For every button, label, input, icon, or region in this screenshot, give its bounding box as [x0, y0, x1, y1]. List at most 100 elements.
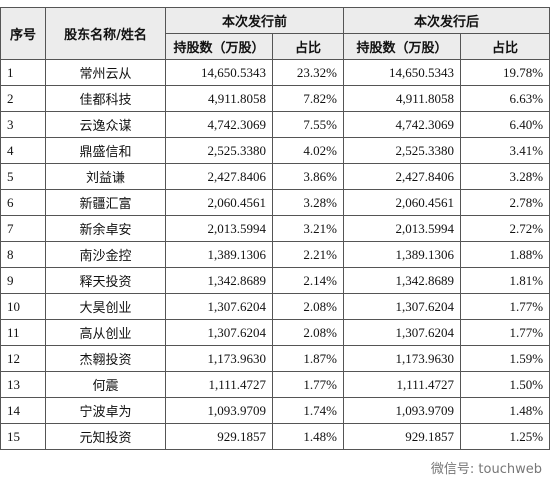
table-cell: 10	[0, 293, 46, 320]
table-cell: 2.21%	[271, 241, 345, 268]
table-cell: 14,650.5343	[165, 59, 273, 86]
table-row: 9 释天投资 1,342.8689 2.14% 1,342.8689 1.81%	[0, 267, 550, 294]
table-cell: 元知投资	[45, 423, 166, 450]
table-cell: 3.41%	[460, 137, 550, 164]
table-cell: 4,742.3069	[343, 111, 462, 138]
table-cell: 1.77%	[271, 371, 345, 398]
table-cell: 6.40%	[460, 111, 550, 138]
table-cell: 宁波卓为	[45, 397, 166, 424]
table-cell: 新余卓安	[45, 215, 166, 242]
table-cell: 7	[0, 215, 46, 242]
table-row: 15 元知投资 929.1857 1.48% 929.1857 1.25%	[0, 423, 550, 450]
table-cell: 1,173.9630	[165, 345, 273, 372]
table-cell: 11	[0, 319, 46, 346]
table-cell: 1.25%	[460, 423, 550, 450]
table-cell: 鼎盛信和	[45, 137, 166, 164]
table-row: 11 高从创业 1,307.6204 2.08% 1,307.6204 1.77%	[0, 319, 550, 346]
table-cell: 1,111.4727	[165, 371, 273, 398]
table-cell: 杰翱投资	[45, 345, 166, 372]
table-cell: 14	[0, 397, 46, 424]
table-cell: 7.55%	[271, 111, 345, 138]
table-cell: 929.1857	[343, 423, 462, 450]
header-cell: 占比	[271, 33, 345, 60]
shareholder-table: 序号 股东名称/姓名 本次发行前 本次发行后 持股数（万股） 占比 持股数（万股…	[0, 7, 550, 450]
table-row: 3 云逸众谋 4,742.3069 7.55% 4,742.3069 6.40%	[0, 111, 550, 138]
table-row: 6 新疆汇富 2,060.4561 3.28% 2,060.4561 2.78%	[0, 189, 550, 216]
table-cell: 9	[0, 267, 46, 294]
table-cell: 4,911.8058	[343, 85, 462, 112]
table-cell: 新疆汇富	[45, 189, 166, 216]
table-row: 7 新余卓安 2,013.5994 3.21% 2,013.5994 2.72%	[0, 215, 550, 242]
table-cell: 佳都科技	[45, 85, 166, 112]
table-cell: 1,111.4727	[343, 371, 462, 398]
table-cell: 2.08%	[271, 293, 345, 320]
table-cell: 2,427.8406	[165, 163, 273, 190]
table-cell: 1,389.1306	[343, 241, 462, 268]
table-cell: 1,093.9709	[165, 397, 273, 424]
table-row: 2 佳都科技 4,911.8058 7.82% 4,911.8058 6.63%	[0, 85, 550, 112]
table-row: 14 宁波卓为 1,093.9709 1.74% 1,093.9709 1.48%	[0, 397, 550, 424]
table-cell: 7.82%	[271, 85, 345, 112]
table-row: 4 鼎盛信和 2,525.3380 4.02% 2,525.3380 3.41%	[0, 137, 550, 164]
header-cell: 持股数（万股）	[343, 33, 462, 60]
table-cell: 2,525.3380	[343, 137, 462, 164]
table-cell: 3.21%	[271, 215, 345, 242]
table-cell: 刘益谦	[45, 163, 166, 190]
watermark: 微信号: touchweb	[430, 462, 542, 477]
table-cell: 929.1857	[165, 423, 273, 450]
table-cell: 19.78%	[460, 59, 550, 86]
table-cell: 1.81%	[460, 267, 550, 294]
table-cell: 2,060.4561	[343, 189, 462, 216]
table-cell: 1.50%	[460, 371, 550, 398]
table-cell: 常州云从	[45, 59, 166, 86]
table-cell: 1,342.8689	[343, 267, 462, 294]
table-cell: 1.48%	[271, 423, 345, 450]
table-cell: 2	[0, 85, 46, 112]
table-cell: 1,307.6204	[165, 319, 273, 346]
table-cell: 1	[0, 59, 46, 86]
table-cell: 1,389.1306	[165, 241, 273, 268]
table-row: 10 大昊创业 1,307.6204 2.08% 1,307.6204 1.77%	[0, 293, 550, 320]
table-body: 1 常州云从 14,650.5343 23.32% 14,650.5343 19.78% 2…	[0, 59, 550, 450]
table-cell: 12	[0, 345, 46, 372]
table-cell: 4,742.3069	[165, 111, 273, 138]
table-cell: 1.59%	[460, 345, 550, 372]
table-cell: 4.02%	[271, 137, 345, 164]
table-cell: 6.63%	[460, 85, 550, 112]
table-row: 1 常州云从 14,650.5343 23.32% 14,650.5343 19.78%	[0, 59, 550, 86]
table-cell: 5	[0, 163, 46, 190]
table-cell: 南沙金控	[45, 241, 166, 268]
table-cell: 1,342.8689	[165, 267, 273, 294]
table-cell: 4	[0, 137, 46, 164]
table-cell: 释天投资	[45, 267, 166, 294]
table-cell: 1.74%	[271, 397, 345, 424]
table-cell: 2,427.8406	[343, 163, 462, 190]
table-row: 8 南沙金控 1,389.1306 2.21% 1,389.1306 1.88%	[0, 241, 550, 268]
table-cell: 1,307.6204	[343, 319, 462, 346]
table-cell: 1.87%	[271, 345, 345, 372]
table-cell: 4,911.8058	[165, 85, 273, 112]
table-cell: 2.14%	[271, 267, 345, 294]
header-cell: 占比	[460, 33, 550, 60]
header-cell: 本次发行后	[343, 7, 550, 34]
table-row: 5 刘益谦 2,427.8406 3.86% 2,427.8406 3.28%	[0, 163, 550, 190]
table-cell: 高从创业	[45, 319, 166, 346]
header-cell: 序号	[0, 7, 46, 60]
table-cell: 2.78%	[460, 189, 550, 216]
table-cell: 15	[0, 423, 46, 450]
table-cell: 2,013.5994	[343, 215, 462, 242]
table-cell: 1,093.9709	[343, 397, 462, 424]
table-row: 12 杰翱投资 1,173.9630 1.87% 1,173.9630 1.59%	[0, 345, 550, 372]
table-cell: 2,525.3380	[165, 137, 273, 164]
table-cell: 2.72%	[460, 215, 550, 242]
table-cell: 1,173.9630	[343, 345, 462, 372]
table-cell: 6	[0, 189, 46, 216]
table-cell: 2,060.4561	[165, 189, 273, 216]
table-cell: 1,307.6204	[343, 293, 462, 320]
table-cell: 8	[0, 241, 46, 268]
header-cell: 持股数（万股）	[165, 33, 273, 60]
table-row: 13 何震 1,111.4727 1.77% 1,111.4727 1.50%	[0, 371, 550, 398]
table-cell: 大昊创业	[45, 293, 166, 320]
table-cell: 2.08%	[271, 319, 345, 346]
